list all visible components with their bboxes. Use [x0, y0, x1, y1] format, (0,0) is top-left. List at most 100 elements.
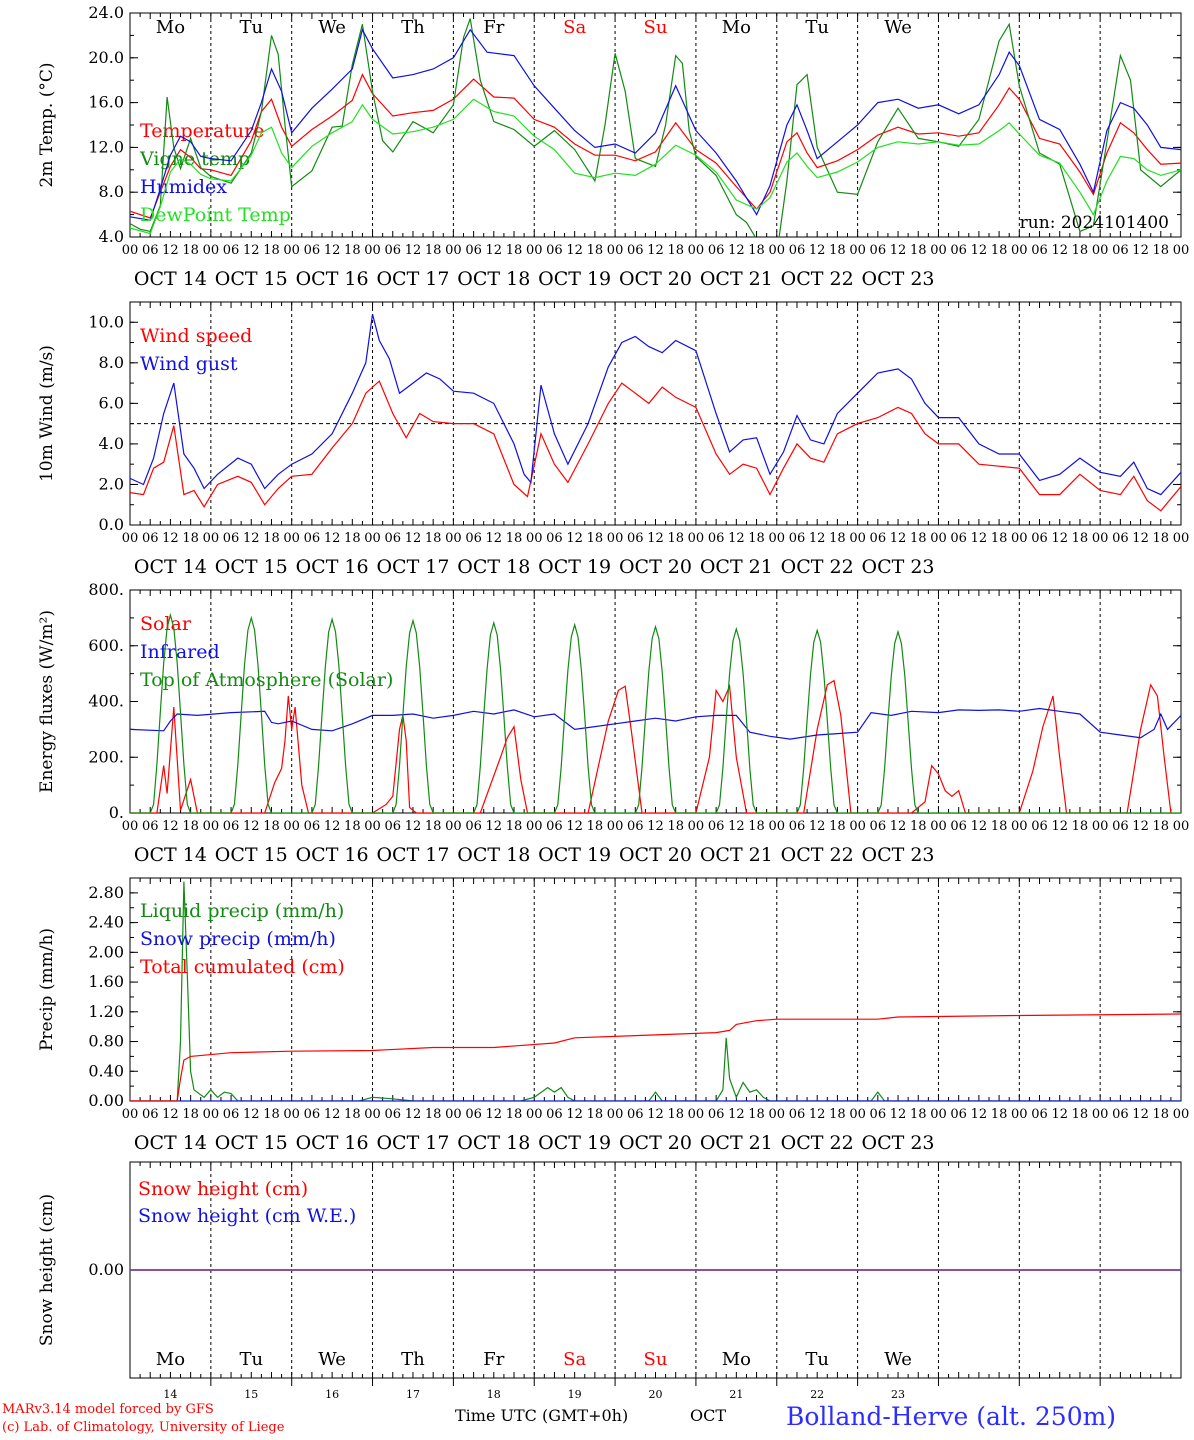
hour-label: 00 [122, 531, 139, 546]
panel-5: 0.00 Snow height (cm) Snow height (cm) Snow… [37, 1161, 1182, 1401]
hour-label: 18 [263, 243, 280, 258]
day-number: 14 [163, 1388, 177, 1401]
hour-label: 00 [364, 1107, 381, 1122]
hour-label: 00 [849, 243, 866, 258]
day-name: Mo [722, 17, 751, 38]
y-tick-label: 2.00 [88, 942, 124, 961]
hour-label: 06 [223, 531, 240, 546]
hour-label: 06 [465, 531, 482, 546]
hour-label: 00 [122, 819, 139, 834]
hour-label: 00 [607, 1107, 624, 1122]
y-tick-label: 16.0 [88, 93, 124, 112]
date-label: OCT 20 [619, 844, 692, 866]
hour-label: 06 [789, 531, 806, 546]
hour-label: 18 [667, 531, 684, 546]
hour-label: 18 [829, 243, 846, 258]
hour-label: 12 [890, 531, 907, 546]
hour-label: 06 [627, 243, 644, 258]
hour-label: 06 [384, 531, 401, 546]
hour-label: 18 [1072, 1107, 1089, 1122]
date-label: OCT 23 [862, 556, 935, 578]
hour-label: 00 [1092, 1107, 1109, 1122]
hour-label: 18 [1153, 819, 1170, 834]
hour-label: 06 [950, 531, 967, 546]
hour-label: 06 [1031, 1107, 1048, 1122]
hour-label: 00 [849, 1107, 866, 1122]
hour-label: 18 [991, 243, 1008, 258]
hour-label: 12 [324, 819, 341, 834]
hour-label: 18 [748, 1107, 765, 1122]
day-number: 20 [649, 1388, 663, 1401]
date-label: OCT 16 [296, 1132, 369, 1154]
hour-label: 12 [324, 1107, 341, 1122]
panel-2: 0.0 2.0 4.0 6.0 8.0 10.0 10m Wind (m/s) Wind sp… [37, 301, 1189, 578]
hour-label: 18 [425, 819, 442, 834]
hour-label: 06 [708, 531, 725, 546]
hour-label: 06 [1031, 531, 1048, 546]
date-label: OCT 20 [619, 556, 692, 578]
hour-label: 06 [546, 243, 563, 258]
date-label: OCT 19 [538, 844, 611, 866]
hour-label: 12 [809, 1107, 826, 1122]
hour-label: 00 [768, 1107, 785, 1122]
hour-label: 12 [486, 1107, 503, 1122]
hour-label: 00 [445, 243, 462, 258]
date-label: OCT 16 [296, 268, 369, 290]
hour-label: 00 [364, 243, 381, 258]
hour-label: 00 [283, 243, 300, 258]
hour-label: 00 [849, 531, 866, 546]
hour-label: 00 [122, 1107, 139, 1122]
y-tick-label: 4.0 [99, 434, 124, 453]
hour-label: 12 [1051, 1107, 1068, 1122]
day-name: Sa [563, 1349, 586, 1370]
legend-entry: Wind gust [140, 353, 238, 375]
y-tick-label: 2.40 [88, 913, 124, 932]
hour-label: 12 [728, 531, 745, 546]
hour-label: 00 [445, 819, 462, 834]
hour-label: 18 [910, 1107, 927, 1122]
hour-label: 00 [607, 531, 624, 546]
hour-label: 18 [991, 1107, 1008, 1122]
y-axis-label: 2m Temp. (°C) [37, 62, 57, 187]
hour-label: 00 [203, 243, 220, 258]
hour-label: 12 [405, 243, 422, 258]
day-name: Su [644, 17, 668, 38]
hour-label: 18 [263, 819, 280, 834]
hour-label: 18 [1153, 1107, 1170, 1122]
panel-1: 4.08.012.016.020.024.02m Temp. (°C) Tempe… [37, 3, 1189, 290]
legend-entry: Solar [140, 613, 192, 635]
date-label: OCT 22 [781, 1132, 854, 1154]
run-label: run: 2024101400 [1020, 213, 1169, 233]
legend-entry: Vigne temp [139, 148, 250, 170]
hour-label: 12 [1051, 243, 1068, 258]
date-label: OCT 16 [296, 844, 369, 866]
date-label: OCT 21 [700, 1132, 773, 1154]
hour-label: 12 [890, 243, 907, 258]
day-name: Tu [239, 17, 263, 38]
y-tick-label: 400. [88, 692, 124, 711]
hour-label: 18 [991, 531, 1008, 546]
hour-label: 18 [506, 531, 523, 546]
day-name: Mo [156, 1349, 185, 1370]
hour-label: 00 [768, 531, 785, 546]
hour-label: 12 [324, 531, 341, 546]
hour-label: 12 [647, 819, 664, 834]
hour-label: 12 [486, 819, 503, 834]
hour-label: 12 [324, 243, 341, 258]
hour-label: 06 [384, 819, 401, 834]
hour-label: 00 [849, 819, 866, 834]
hour-label: 00 [930, 1107, 947, 1122]
day-number: 16 [325, 1388, 339, 1401]
hour-label: 06 [870, 1107, 887, 1122]
series-line-blue [130, 28, 1181, 221]
y-tick-label: 0.00 [88, 1091, 124, 1110]
hour-label: 06 [142, 1107, 159, 1122]
hour-label: 18 [182, 819, 199, 834]
hour-label: 06 [142, 531, 159, 546]
hour-label: 06 [789, 243, 806, 258]
day-name: Tu [805, 17, 829, 38]
hour-label: 18 [263, 531, 280, 546]
y-tick-label: 4.0 [99, 227, 124, 246]
date-label: OCT 18 [457, 844, 530, 866]
hour-label: 00 [526, 1107, 543, 1122]
